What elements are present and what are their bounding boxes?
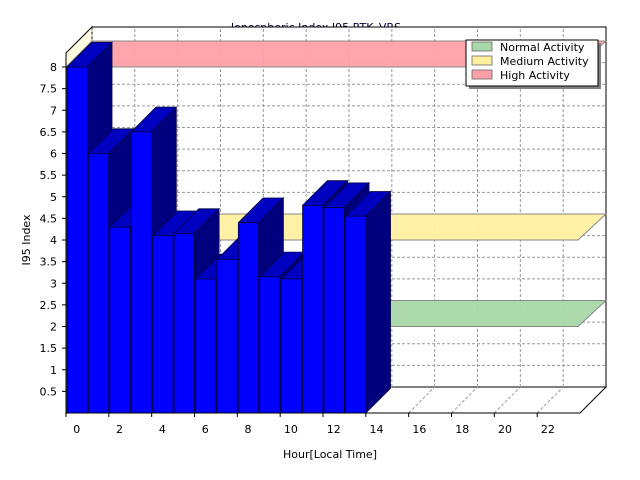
y-tick-label: 3 [50,277,57,290]
x-tick-label: 18 [455,423,469,436]
y-tick-label: 6 [50,148,57,161]
x-tick-label: 4 [159,423,166,436]
gridline-x-floor [536,386,564,414]
y-axis-label: I95 Index [20,214,33,266]
legend-item-label: Normal Activity [500,41,585,54]
bar [345,215,367,414]
y-tick-label: 7 [50,104,57,117]
bar [259,276,281,414]
bar [88,153,110,414]
y-tick-label: 2 [50,321,57,334]
y-tick-label: 1.5 [40,342,58,355]
bar [130,131,152,414]
legend-swatch [471,69,493,80]
bar [195,278,217,414]
legend-item-label: Medium Activity [500,55,589,68]
bar [66,66,88,414]
y-tick-label: 1 [50,364,57,377]
y-tick-label: 3.5 [40,256,58,269]
x-tick-label: 22 [541,423,555,436]
x-tick-label: 12 [327,423,341,436]
y-tick-label: 0.5 [40,385,58,398]
bar [280,278,302,414]
bar-side [365,190,391,414]
bar [302,204,324,414]
y-tick-label: 4.5 [40,212,58,225]
x-tick-label: 2 [116,423,123,436]
legend-swatch [471,41,493,52]
bar [237,222,260,414]
gridline-x-floor [493,386,521,414]
x-tick-label: 6 [202,423,209,436]
legend-swatch [471,55,493,66]
x-tick-label: 10 [284,423,298,436]
y-tick-label: 2.5 [40,299,58,312]
bar [109,226,131,414]
x-tick-label: 0 [73,423,80,436]
x-tick-label: 20 [498,423,512,436]
y-tick-label: 6.5 [40,126,58,139]
bar [323,207,345,414]
y-tick-label: 5.5 [40,169,58,182]
x-tick-label: 16 [412,423,426,436]
y-tick-label: 7.5 [40,83,58,96]
x-axis-label: Hour[Local Time] [283,448,377,461]
gridline-x-floor [408,386,436,414]
bar [152,235,174,414]
x-tick-label: 8 [245,423,252,436]
gridline-x-floor [451,386,478,414]
bar [173,233,195,414]
y-tick-label: 4 [50,234,57,247]
legend-item-label: High Activity [500,69,570,82]
y-tick-label: 5 [50,191,57,204]
y-tick-label: 8 [50,61,57,74]
x-tick-label: 14 [370,423,384,436]
bar [216,259,238,414]
